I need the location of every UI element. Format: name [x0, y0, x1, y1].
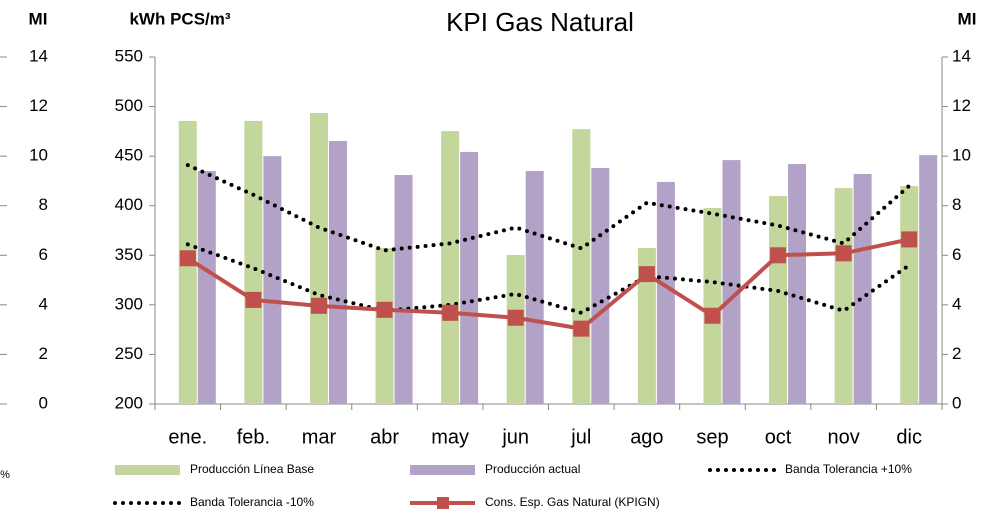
bar [853, 173, 872, 404]
x-tick-label: abr [370, 426, 399, 448]
left-tick-label: 12 [29, 96, 48, 115]
marker [573, 320, 590, 337]
bar [197, 171, 216, 404]
marker [507, 309, 524, 326]
marker [310, 297, 327, 314]
marker [179, 250, 196, 267]
x-tick-label: jun [501, 426, 529, 448]
x-tick-label: mar [302, 426, 337, 448]
y2-tick-label: 12 [952, 96, 971, 115]
bar [722, 160, 741, 404]
left-tick-label: 0 [39, 393, 48, 412]
bar [637, 248, 656, 404]
bar [572, 129, 591, 404]
marker [835, 245, 852, 262]
x-tick-label: jul [570, 426, 591, 448]
bar [656, 181, 675, 404]
legend-swatch [410, 465, 475, 475]
y-axis-label: kWh PCS/m³ [129, 9, 230, 28]
x-tick-label: oct [765, 426, 792, 448]
bar [460, 151, 479, 404]
bar [900, 186, 919, 404]
left-tick-label: 6 [39, 245, 48, 264]
line [185, 163, 912, 253]
y2-tick-label: 4 [952, 294, 961, 313]
left-tick-label: 4 [39, 294, 48, 313]
x-tick-label: nov [828, 426, 860, 448]
bar [834, 188, 853, 404]
left-tick-label: 14 [29, 46, 48, 65]
y-tick-label: 500 [115, 96, 143, 115]
bar [394, 174, 413, 404]
y2-tick-label: 2 [952, 344, 961, 363]
x-tick-label: feb. [237, 426, 270, 448]
left-tick-label: 10 [29, 146, 48, 165]
bar [263, 156, 282, 404]
line [185, 242, 912, 315]
legend-label: Cons. Esp. Gas Natural (KPIGN) [485, 495, 660, 509]
legend-marker [437, 497, 449, 509]
x-tick-label: may [431, 426, 469, 448]
x-tick-label: ago [630, 426, 663, 448]
left-axis-label: MI [29, 9, 48, 28]
bar [375, 248, 394, 404]
y2-tick-label: 6 [952, 245, 961, 264]
x-tick-label: dic [896, 426, 922, 448]
y2-tick-label: 8 [952, 195, 961, 214]
bar [506, 255, 525, 404]
left-note: % [0, 469, 10, 481]
bar [769, 196, 788, 404]
y-tick-label: 350 [115, 245, 143, 264]
marker [901, 231, 918, 248]
bar [788, 164, 807, 404]
y-tick-label: 200 [115, 393, 143, 412]
bar [244, 120, 263, 404]
y2-tick-label: 0 [952, 393, 961, 412]
marker [376, 301, 393, 318]
y-tick-label: 300 [115, 294, 143, 313]
left-tick-label: 2 [39, 344, 48, 363]
x-tick-label: sep [696, 426, 728, 448]
bar [919, 155, 938, 404]
bar [525, 171, 544, 404]
marker [245, 291, 262, 308]
bar [591, 168, 610, 404]
chart-title: KPI Gas Natural [446, 7, 634, 37]
y-tick-label: 250 [115, 344, 143, 363]
y-tick-label: 450 [115, 146, 143, 165]
x-tick-label: ene. [168, 426, 207, 448]
bar [328, 141, 347, 405]
marker [770, 247, 787, 264]
bar [441, 131, 460, 404]
legend-label: Banda Tolerancia -10% [190, 495, 314, 509]
legend-label: Producción actual [485, 462, 580, 476]
marker [704, 307, 721, 324]
y-tick-label: 400 [115, 195, 143, 214]
y-tick-label: 550 [115, 46, 143, 65]
y2-tick-label: 14 [952, 46, 971, 65]
y2-tick-label: 10 [952, 146, 971, 165]
line [186, 237, 910, 331]
left-tick-label: 8 [39, 195, 48, 214]
marker [638, 266, 655, 283]
y2-axis-label: MI [958, 9, 977, 28]
marker [442, 304, 459, 321]
bar [703, 207, 722, 404]
legend-label: Producción Línea Base [190, 462, 314, 476]
legend-label: Banda Tolerancia +10% [785, 462, 912, 476]
bar [309, 113, 328, 404]
legend-swatch [115, 465, 180, 475]
